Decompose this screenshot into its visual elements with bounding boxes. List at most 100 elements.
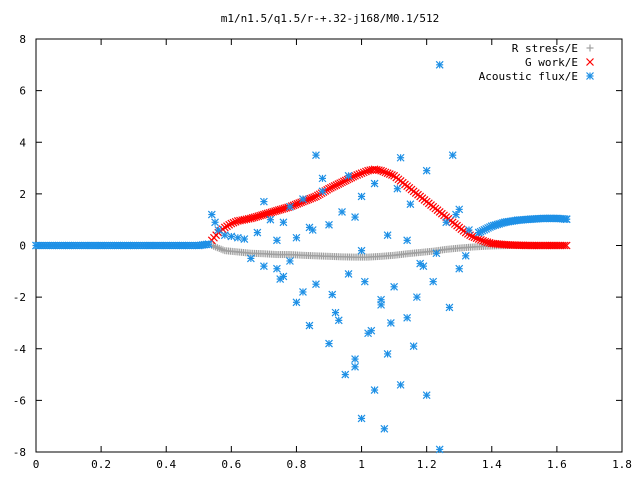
data-point — [528, 241, 537, 250]
y-tick-labels: 8 6 4 2 0 -2 -4 -6 -8 — [13, 33, 27, 459]
data-point — [312, 151, 320, 160]
data-point — [383, 169, 392, 178]
data-point — [536, 241, 545, 250]
x-tick-label: 0.8 — [287, 458, 307, 471]
data-point — [385, 170, 394, 179]
data-point — [325, 220, 333, 229]
data-point — [359, 168, 368, 177]
data-point — [227, 232, 236, 241]
data-point — [272, 236, 281, 245]
series-star — [32, 60, 571, 454]
data-point — [286, 202, 294, 211]
data-point — [360, 277, 369, 286]
data-point — [386, 319, 395, 327]
data-point — [341, 370, 350, 379]
data-point — [246, 254, 255, 263]
series-cross — [207, 165, 571, 250]
data-point — [481, 237, 490, 246]
data-point — [357, 414, 366, 423]
data-point — [305, 321, 314, 330]
y-tick-label: -4 — [13, 343, 27, 356]
data-point — [474, 235, 483, 243]
data-point — [220, 231, 229, 240]
data-point — [211, 218, 219, 227]
x-tick-labels: 0 0.2 0.4 0.6 0.8 1 1.2 1.4 1.6 1.8 — [33, 458, 632, 471]
data-point — [377, 300, 386, 309]
data-point — [370, 386, 379, 394]
data-point — [326, 183, 335, 192]
y-tick-label: -6 — [13, 394, 26, 407]
data-point — [353, 171, 362, 179]
x-tick-label: 0 — [33, 458, 40, 471]
data-point — [338, 178, 346, 187]
data-point — [351, 213, 359, 222]
data-point — [409, 342, 418, 351]
data-point — [351, 171, 359, 180]
data-point — [338, 208, 346, 216]
data-point — [465, 226, 473, 234]
data-point — [349, 172, 358, 181]
data-point — [539, 241, 548, 250]
x-tick-label: 0.6 — [221, 458, 241, 471]
data-point — [227, 219, 236, 228]
data-point — [468, 232, 477, 241]
data-point — [435, 60, 444, 69]
data-point — [334, 316, 343, 325]
data-point — [318, 187, 327, 196]
data-point — [435, 445, 444, 454]
data-point — [286, 257, 294, 265]
data-point — [259, 197, 268, 206]
legend-label: G work/E — [525, 56, 578, 69]
data-point — [361, 167, 370, 176]
x-tick-label: 1.4 — [482, 458, 502, 471]
y-tick-label: 8 — [19, 33, 26, 46]
data-point — [381, 168, 390, 177]
data-point — [325, 339, 333, 348]
data-point — [442, 218, 451, 227]
legend-marker — [586, 72, 594, 80]
data-point — [344, 269, 353, 278]
data-point — [551, 241, 559, 250]
data-point — [422, 166, 431, 175]
data-point — [334, 180, 343, 189]
data-point — [344, 171, 353, 180]
legend-label: R stress/E — [512, 42, 578, 55]
data-point — [547, 241, 556, 250]
x-tick-label: 1.6 — [547, 458, 567, 471]
data-point — [388, 171, 396, 179]
data-point — [379, 167, 388, 176]
data-point — [312, 280, 320, 289]
data-point — [448, 151, 457, 160]
data-point — [370, 179, 379, 188]
data-point — [330, 182, 339, 190]
data-point — [455, 264, 464, 273]
data-point — [204, 240, 213, 249]
data-point — [305, 223, 314, 232]
data-point — [534, 241, 543, 250]
data-point — [299, 288, 307, 296]
data-point — [325, 184, 333, 193]
data-series — [32, 60, 571, 454]
data-point — [331, 308, 340, 317]
y-tick-label: 2 — [19, 188, 26, 201]
data-point — [299, 195, 307, 203]
x-tick-label: 1 — [358, 458, 365, 471]
data-point — [225, 220, 234, 229]
data-point — [367, 326, 376, 335]
data-point — [279, 218, 288, 227]
data-point — [380, 424, 389, 433]
y-tick-label: 4 — [19, 136, 26, 149]
y-tick-label: -8 — [13, 446, 26, 459]
data-point — [357, 169, 366, 178]
y-tick-label: 6 — [19, 85, 26, 98]
data-point — [419, 262, 428, 271]
data-point — [318, 174, 327, 183]
data-point — [240, 235, 249, 243]
data-point — [351, 355, 359, 363]
data-point — [429, 277, 438, 286]
data-point — [310, 193, 319, 202]
data-point — [220, 223, 229, 232]
data-point — [272, 264, 281, 273]
